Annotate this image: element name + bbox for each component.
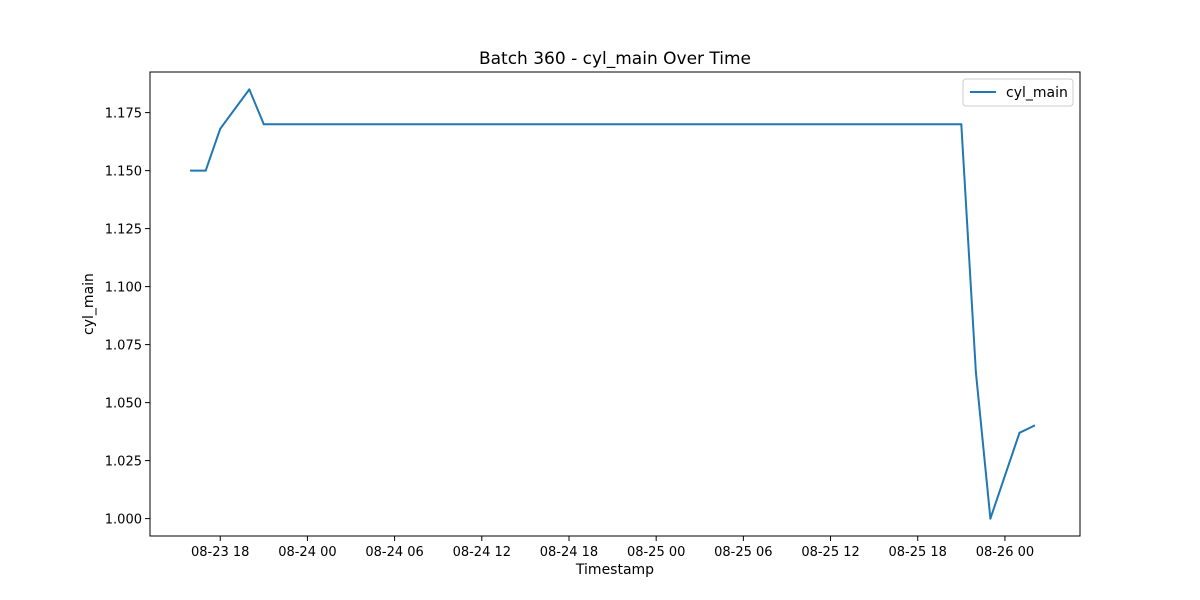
legend: cyl_main — [962, 78, 1074, 107]
data-point — [190, 169, 193, 172]
data-point — [1018, 431, 1021, 434]
data-point — [219, 127, 222, 130]
legend-label-cyl-main: cyl_main — [1006, 85, 1068, 101]
y-tick-label: 1.025 — [105, 455, 142, 470]
y-tick-label: 1.125 — [105, 223, 142, 238]
y-axis-label: cyl_main — [81, 273, 97, 335]
x-tick-label: 08-26 00 — [976, 545, 1034, 560]
legend-box — [962, 78, 1074, 107]
x-tick-label: 08-24 06 — [365, 545, 423, 560]
x-tick-label: 08-25 12 — [801, 545, 859, 560]
data-point — [248, 88, 251, 91]
data-point — [1033, 424, 1035, 427]
y-tick-label: 1.000 — [105, 513, 142, 528]
data-point — [204, 169, 207, 172]
chart-title: Batch 360 - cyl_main Over Time — [479, 49, 751, 69]
y-axis: 1.000 1.025 1.050 1.075 1.100 1.125 1.150 1.175 — [105, 107, 150, 528]
y-tick-label: 1.100 — [105, 281, 142, 296]
x-tick-label: 08-24 00 — [278, 545, 336, 560]
data-point — [974, 371, 977, 374]
data-point — [989, 517, 992, 520]
y-tick-label: 1.075 — [105, 339, 142, 354]
x-axis-label: Timestamp — [575, 562, 654, 578]
data-point — [960, 123, 963, 126]
x-tick-label: 08-24 18 — [540, 545, 598, 560]
x-tick-label: 08-23 18 — [191, 545, 249, 560]
plot-frame — [149, 71, 1081, 537]
x-tick-label: 08-25 06 — [714, 545, 772, 560]
plot-area — [149, 71, 1081, 537]
data-point — [262, 123, 265, 126]
y-tick-label: 1.175 — [105, 107, 142, 122]
y-tick-label: 1.150 — [105, 165, 142, 180]
x-tick-label: 08-25 00 — [627, 545, 685, 560]
x-tick-label: 08-25 18 — [889, 545, 947, 560]
x-tick-label: 08-24 12 — [453, 545, 511, 560]
y-tick-label: 1.050 — [105, 397, 142, 412]
series-layer — [190, 88, 1036, 520]
series-line-cyl-main — [190, 88, 1036, 520]
x-axis: 08-23 18 08-24 00 08-24 06 08-24 12 08-24 18… — [191, 536, 1034, 560]
